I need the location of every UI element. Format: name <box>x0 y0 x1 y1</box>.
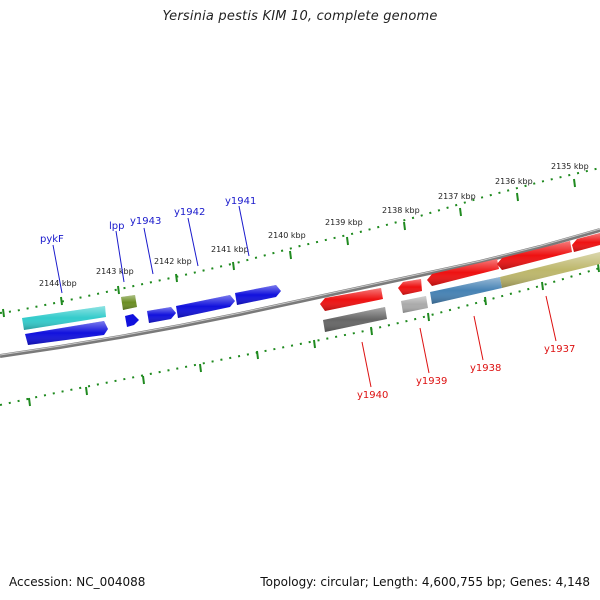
major-tick <box>516 192 519 202</box>
gene-shading <box>235 285 281 305</box>
major-tick <box>427 312 430 322</box>
tick-labels: 2135 kbp 2136 kbp 2137 kbp 2138 kbp 2139… <box>39 162 589 288</box>
tick-label: 2137 kbp <box>438 192 476 201</box>
major-tick <box>28 397 31 407</box>
gene-label-y1939[interactable]: y1939 <box>416 376 447 387</box>
major-tick <box>117 285 120 295</box>
gene-shading <box>176 295 235 318</box>
major-tick <box>541 281 544 291</box>
gene-shading <box>147 307 176 323</box>
reverse-strand-genes <box>320 233 600 332</box>
major-tick <box>484 296 487 306</box>
gene-shading <box>401 296 428 313</box>
tick-label: 2136 kbp <box>495 177 533 186</box>
leader-y1942 <box>187 217 199 267</box>
forward-strand-genes <box>22 285 281 345</box>
gene-shading <box>430 277 502 304</box>
genome-backbone-highlight <box>0 228 600 356</box>
gene-label-y1941[interactable]: y1941 <box>225 196 256 207</box>
major-tick <box>2 308 5 318</box>
tick-label: 2141 kbp <box>211 245 249 254</box>
map-title: Yersinia pestis KIM 10, complete genome <box>162 9 438 24</box>
gene-shading <box>320 288 383 311</box>
outer-major-ticks <box>2 178 576 318</box>
gene-forward-small[interactable] <box>125 314 139 327</box>
tick-label: 2140 kbp <box>268 231 306 240</box>
major-tick <box>370 326 373 336</box>
leader-y1943 <box>143 227 154 275</box>
gene-label-lpp[interactable]: lpp <box>109 221 124 232</box>
major-tick <box>199 363 202 373</box>
leader-y1937 <box>545 295 557 342</box>
inner-tick-track <box>0 263 600 407</box>
inner-dotted-ring <box>0 267 600 406</box>
tick-label: 2144 kbp <box>39 279 77 288</box>
gene-shading <box>497 241 572 270</box>
genome-backbone <box>0 228 600 358</box>
major-tick <box>85 386 88 396</box>
gene-shading <box>22 306 106 330</box>
leader-y1938 <box>473 315 484 361</box>
major-tick <box>313 339 316 349</box>
gene-shading <box>572 233 600 252</box>
major-tick <box>403 221 406 231</box>
major-tick <box>142 375 145 385</box>
major-tick <box>459 207 462 217</box>
leader-lpp <box>115 230 125 283</box>
gene-label-y1938[interactable]: y1938 <box>470 363 501 374</box>
tick-label: 2143 kbp <box>96 267 134 276</box>
gene-label-y1940[interactable]: y1940 <box>357 390 388 401</box>
gene-shading <box>500 252 600 288</box>
gene-label-y1943[interactable]: y1943 <box>130 216 161 227</box>
major-tick <box>597 263 600 273</box>
outer-tick-track <box>0 167 600 318</box>
major-tick <box>346 236 349 246</box>
gene-shading <box>25 321 108 345</box>
gene-shading <box>121 295 137 310</box>
major-tick <box>60 296 63 306</box>
major-tick <box>232 261 235 271</box>
tick-label: 2138 kbp <box>382 206 420 215</box>
major-tick <box>256 350 259 360</box>
major-tick <box>175 273 178 283</box>
outer-dotted-ring <box>0 167 600 314</box>
gene-shading <box>398 279 422 295</box>
leader-y1939 <box>419 327 430 374</box>
gene-shading <box>323 307 387 332</box>
tick-label: 2135 kbp <box>551 162 589 171</box>
gene-label-y1937[interactable]: y1937 <box>544 344 575 355</box>
gene-label-y1942[interactable]: y1942 <box>174 207 205 218</box>
tick-label: 2139 kbp <box>325 218 363 227</box>
major-tick <box>573 178 576 188</box>
leader-y1941 <box>238 205 250 257</box>
leader-y1940 <box>361 341 372 388</box>
gene-labels: pykF lpp y1943 y1942 y1941 y1940 y1939 y… <box>40 196 575 401</box>
major-tick <box>289 250 292 260</box>
gene-shading <box>427 259 499 286</box>
genome-summary-text: Topology: circular; Length: 4,600,755 bp… <box>260 575 590 589</box>
leader-pykF <box>52 244 63 294</box>
gene-label-leaders <box>52 205 557 388</box>
inner-major-ticks <box>28 263 600 407</box>
gene-label-pykF[interactable]: pykF <box>40 234 64 245</box>
accession-text: Accession: NC_004088 <box>9 575 146 589</box>
tick-label: 2142 kbp <box>154 257 192 266</box>
